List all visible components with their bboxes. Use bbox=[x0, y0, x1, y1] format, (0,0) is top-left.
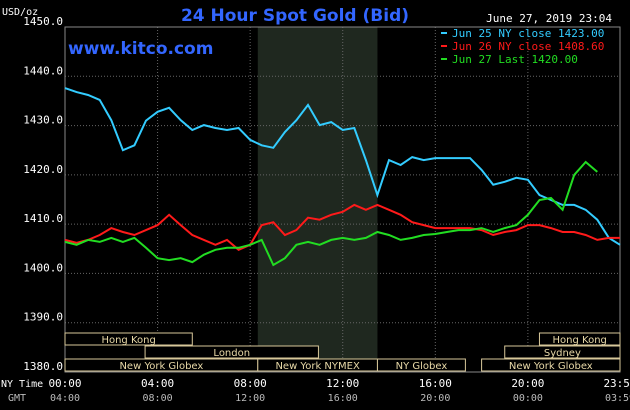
chart-title: 24 Hour Spot Gold (Bid) bbox=[181, 6, 409, 26]
gmt-tick-label: 00:00 bbox=[513, 393, 543, 404]
x-axis-label: NY Time bbox=[1, 379, 43, 390]
session-label: Hong Kong bbox=[553, 335, 607, 346]
y-tick-label: 1390.0 bbox=[23, 311, 63, 324]
session-label: Hong Kong bbox=[101, 335, 155, 346]
gmt-axis-label: GMT bbox=[8, 393, 26, 404]
x-tick-label: 16:00 bbox=[419, 377, 452, 390]
price-line bbox=[64, 160, 598, 267]
gmt-tick-label: 16:00 bbox=[328, 393, 358, 404]
session-label: NY Globex bbox=[396, 361, 448, 372]
session-label: New York Globex bbox=[509, 361, 593, 372]
gmt-tick-label: 08:00 bbox=[143, 393, 173, 404]
y-tick-label: 1380.0 bbox=[23, 360, 63, 373]
price-line bbox=[64, 203, 620, 251]
legend-entry: Jun 26 NY close 1408.60 bbox=[452, 40, 604, 53]
x-tick-label: 12:00 bbox=[326, 377, 359, 390]
x-tick-label: 08:00 bbox=[234, 377, 267, 390]
x-tick-label: 04:00 bbox=[141, 377, 174, 390]
session-box bbox=[504, 345, 621, 359]
y-tick-label: 1410.0 bbox=[23, 212, 63, 225]
session-box bbox=[144, 345, 319, 359]
session-box bbox=[538, 332, 621, 346]
x-tick-label: 00:00 bbox=[48, 377, 81, 390]
y-axis-label: USD/oz bbox=[2, 7, 38, 18]
session-label: New York Globex bbox=[119, 361, 203, 372]
price-line bbox=[64, 87, 621, 246]
x-tick-label: 20:00 bbox=[511, 377, 544, 390]
session-label: Sydney bbox=[544, 348, 581, 359]
x-tick-label: 23:59 bbox=[603, 377, 630, 390]
shaded-session bbox=[257, 27, 378, 372]
gmt-tick-label: 12:00 bbox=[235, 393, 265, 404]
gmt-tick-label: 20:00 bbox=[420, 393, 450, 404]
legend-entry: Jun 27 Last 1420.00 bbox=[452, 53, 578, 66]
y-tick-label: 1400.0 bbox=[23, 261, 63, 274]
y-tick-label: 1430.0 bbox=[23, 114, 63, 127]
watermark: www.kitco.com bbox=[68, 39, 213, 59]
y-tick-label: 1450.0 bbox=[23, 15, 63, 28]
timestamp: June 27, 2019 23:04 bbox=[486, 12, 612, 25]
legend-entry: Jun 25 NY close 1423.00 bbox=[452, 27, 604, 40]
y-tick-label: 1420.0 bbox=[23, 163, 63, 176]
session-box bbox=[481, 358, 621, 372]
session-label: New York NYMEX bbox=[275, 361, 360, 372]
gmt-tick-label: 04:00 bbox=[50, 393, 80, 404]
session-box bbox=[376, 358, 466, 372]
session-label: London bbox=[213, 348, 250, 359]
gmt-tick-label: 03:59 bbox=[605, 393, 630, 404]
session-box bbox=[64, 332, 193, 346]
y-tick-label: 1440.0 bbox=[23, 64, 63, 77]
plot-frame bbox=[64, 26, 621, 373]
